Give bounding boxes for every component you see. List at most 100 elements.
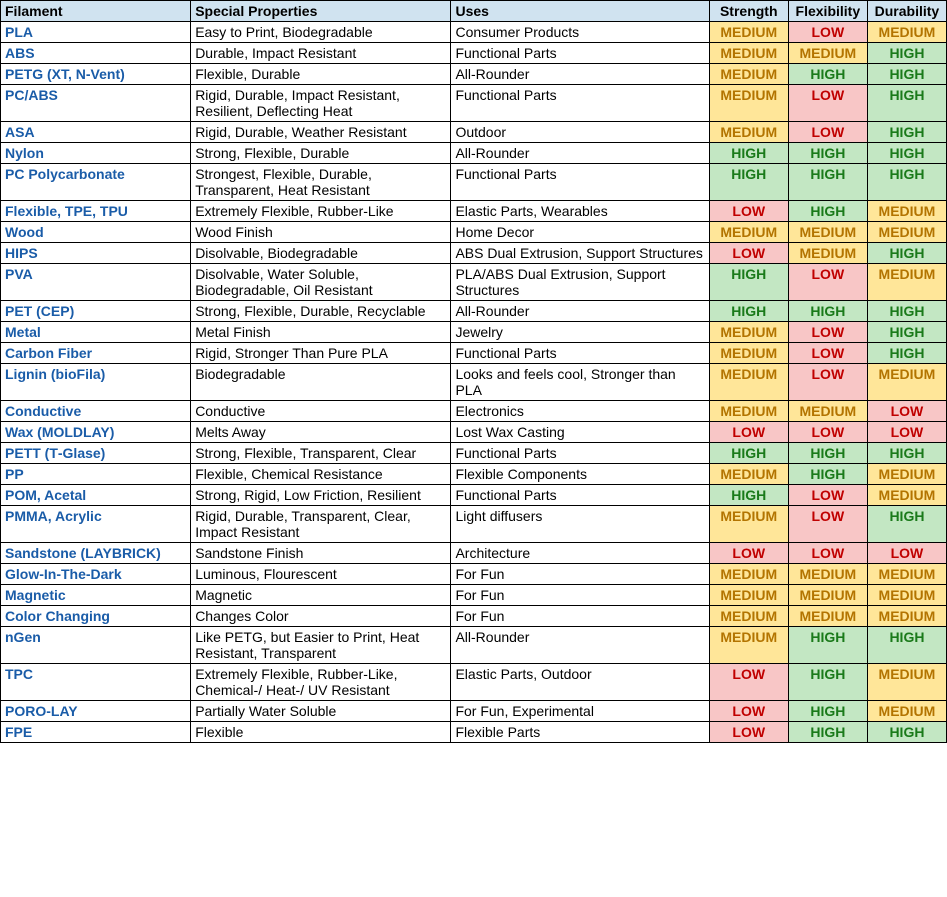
cell-filament[interactable]: PC/ABS: [1, 85, 191, 122]
cell-uses: All-Rounder: [451, 627, 709, 664]
cell-filament[interactable]: HIPS: [1, 243, 191, 264]
cell-flexibility: HIGH: [788, 301, 867, 322]
cell-properties: Rigid, Stronger Than Pure PLA: [191, 343, 451, 364]
cell-uses: For Fun, Experimental: [451, 701, 709, 722]
cell-filament[interactable]: PVA: [1, 264, 191, 301]
cell-strength: MEDIUM: [709, 43, 788, 64]
cell-properties: Strong, Flexible, Transparent, Clear: [191, 443, 451, 464]
cell-flexibility: LOW: [788, 85, 867, 122]
cell-uses: All-Rounder: [451, 64, 709, 85]
cell-durability: HIGH: [867, 64, 946, 85]
cell-durability: MEDIUM: [867, 22, 946, 43]
col-header-uses: Uses: [451, 1, 709, 22]
cell-durability: MEDIUM: [867, 201, 946, 222]
table-row: PORO-LAYPartially Water SolubleFor Fun, …: [1, 701, 947, 722]
cell-uses: Flexible Components: [451, 464, 709, 485]
cell-flexibility: HIGH: [788, 627, 867, 664]
cell-strength: MEDIUM: [709, 122, 788, 143]
table-row: MetalMetal FinishJewelryMEDIUMLOWHIGH: [1, 322, 947, 343]
table-row: HIPSDisolvable, BiodegradableABS Dual Ex…: [1, 243, 947, 264]
cell-durability: HIGH: [867, 85, 946, 122]
cell-filament[interactable]: Lignin (bioFila): [1, 364, 191, 401]
cell-filament[interactable]: POM, Acetal: [1, 485, 191, 506]
cell-filament[interactable]: Nylon: [1, 143, 191, 164]
cell-uses: ABS Dual Extrusion, Support Structures: [451, 243, 709, 264]
table-header-row: Filament Special Properties Uses Strengt…: [1, 1, 947, 22]
cell-durability: HIGH: [867, 506, 946, 543]
cell-properties: Extremely Flexible, Rubber-Like, Chemica…: [191, 664, 451, 701]
table-row: PETT (T‑Glase)Strong, Flexible, Transpar…: [1, 443, 947, 464]
cell-filament[interactable]: PETT (T‑Glase): [1, 443, 191, 464]
cell-flexibility: HIGH: [788, 201, 867, 222]
cell-filament[interactable]: Glow-In-The-Dark: [1, 564, 191, 585]
cell-properties: Easy to Print, Biodegradable: [191, 22, 451, 43]
cell-properties: Disolvable, Water Soluble, Biodegradable…: [191, 264, 451, 301]
cell-filament[interactable]: TPC: [1, 664, 191, 701]
cell-filament[interactable]: PORO-LAY: [1, 701, 191, 722]
table-row: WoodWood FinishHome DecorMEDIUMMEDIUMMED…: [1, 222, 947, 243]
cell-filament[interactable]: Wood: [1, 222, 191, 243]
cell-properties: Extremely Flexible, Rubber-Like: [191, 201, 451, 222]
cell-flexibility: LOW: [788, 485, 867, 506]
cell-filament[interactable]: PMMA, Acrylic: [1, 506, 191, 543]
cell-uses: Elastic Parts, Wearables: [451, 201, 709, 222]
cell-durability: MEDIUM: [867, 485, 946, 506]
cell-durability: MEDIUM: [867, 606, 946, 627]
cell-properties: Flexible, Chemical Resistance: [191, 464, 451, 485]
cell-properties: Rigid, Durable, Weather Resistant: [191, 122, 451, 143]
cell-strength: MEDIUM: [709, 564, 788, 585]
cell-filament[interactable]: ABS: [1, 43, 191, 64]
cell-filament[interactable]: Color Changing: [1, 606, 191, 627]
cell-filament[interactable]: Metal: [1, 322, 191, 343]
cell-uses: Electronics: [451, 401, 709, 422]
cell-filament[interactable]: Carbon Fiber: [1, 343, 191, 364]
cell-filament[interactable]: PC Polycarbonate: [1, 164, 191, 201]
table-row: Glow-In-The-DarkLuminous, FlourescentFor…: [1, 564, 947, 585]
cell-durability: HIGH: [867, 143, 946, 164]
cell-filament[interactable]: Flexible, TPE, TPU: [1, 201, 191, 222]
cell-durability: HIGH: [867, 301, 946, 322]
cell-durability: MEDIUM: [867, 564, 946, 585]
cell-durability: MEDIUM: [867, 364, 946, 401]
cell-flexibility: LOW: [788, 343, 867, 364]
table-row: Carbon FiberRigid, Stronger Than Pure PL…: [1, 343, 947, 364]
cell-durability: HIGH: [867, 43, 946, 64]
cell-strength: MEDIUM: [709, 343, 788, 364]
col-header-filament: Filament: [1, 1, 191, 22]
cell-flexibility: MEDIUM: [788, 222, 867, 243]
cell-flexibility: HIGH: [788, 464, 867, 485]
table-row: FPEFlexibleFlexible PartsLOWHIGHHIGH: [1, 722, 947, 743]
cell-flexibility: LOW: [788, 122, 867, 143]
cell-filament[interactable]: PET (CEP): [1, 301, 191, 322]
cell-filament[interactable]: Magnetic: [1, 585, 191, 606]
cell-filament[interactable]: ASA: [1, 122, 191, 143]
cell-filament[interactable]: PETG (XT, N‑Vent): [1, 64, 191, 85]
cell-flexibility: MEDIUM: [788, 43, 867, 64]
cell-uses: Jewelry: [451, 322, 709, 343]
table-row: PC/ABSRigid, Durable, Impact Resistant, …: [1, 85, 947, 122]
cell-filament[interactable]: Wax (MOLDLAY): [1, 422, 191, 443]
table-row: ASARigid, Durable, Weather ResistantOutd…: [1, 122, 947, 143]
cell-durability: HIGH: [867, 443, 946, 464]
cell-uses: For Fun: [451, 564, 709, 585]
cell-durability: LOW: [867, 401, 946, 422]
cell-strength: HIGH: [709, 264, 788, 301]
cell-properties: Sandstone Finish: [191, 543, 451, 564]
cell-filament[interactable]: PLA: [1, 22, 191, 43]
cell-strength: LOW: [709, 201, 788, 222]
cell-properties: Magnetic: [191, 585, 451, 606]
cell-filament[interactable]: nGen: [1, 627, 191, 664]
col-header-durability: Durability: [867, 1, 946, 22]
cell-filament[interactable]: FPE: [1, 722, 191, 743]
cell-uses: Functional Parts: [451, 343, 709, 364]
cell-uses: PLA/ABS Dual Extrusion, Support Structur…: [451, 264, 709, 301]
cell-filament[interactable]: Conductive: [1, 401, 191, 422]
cell-uses: Elastic Parts, Outdoor: [451, 664, 709, 701]
cell-properties: Metal Finish: [191, 322, 451, 343]
cell-properties: Disolvable, Biodegradable: [191, 243, 451, 264]
cell-filament[interactable]: PP: [1, 464, 191, 485]
cell-flexibility: MEDIUM: [788, 564, 867, 585]
cell-durability: MEDIUM: [867, 222, 946, 243]
cell-filament[interactable]: Sandstone (LAYBRICK): [1, 543, 191, 564]
cell-strength: HIGH: [709, 301, 788, 322]
